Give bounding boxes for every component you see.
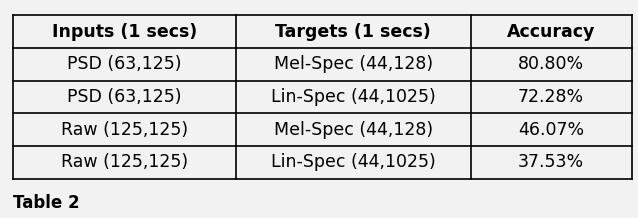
- Text: Raw (125,125): Raw (125,125): [61, 121, 188, 139]
- Text: 37.53%: 37.53%: [518, 153, 584, 171]
- Text: 72.28%: 72.28%: [518, 88, 584, 106]
- Text: PSD (63,125): PSD (63,125): [67, 88, 181, 106]
- Text: Mel-Spec (44,128): Mel-Spec (44,128): [274, 55, 433, 73]
- Text: Accuracy: Accuracy: [507, 23, 595, 41]
- Text: PSD (63,125): PSD (63,125): [67, 55, 181, 73]
- Text: Raw (125,125): Raw (125,125): [61, 153, 188, 171]
- Text: 80.80%: 80.80%: [518, 55, 584, 73]
- Text: Lin-Spec (44,1025): Lin-Spec (44,1025): [271, 88, 436, 106]
- Text: Targets (1 secs): Targets (1 secs): [275, 23, 431, 41]
- Text: Table 2: Table 2: [13, 194, 79, 212]
- Text: Mel-Spec (44,128): Mel-Spec (44,128): [274, 121, 433, 139]
- Text: Lin-Spec (44,1025): Lin-Spec (44,1025): [271, 153, 436, 171]
- Text: 46.07%: 46.07%: [518, 121, 584, 139]
- Text: Inputs (1 secs): Inputs (1 secs): [52, 23, 197, 41]
